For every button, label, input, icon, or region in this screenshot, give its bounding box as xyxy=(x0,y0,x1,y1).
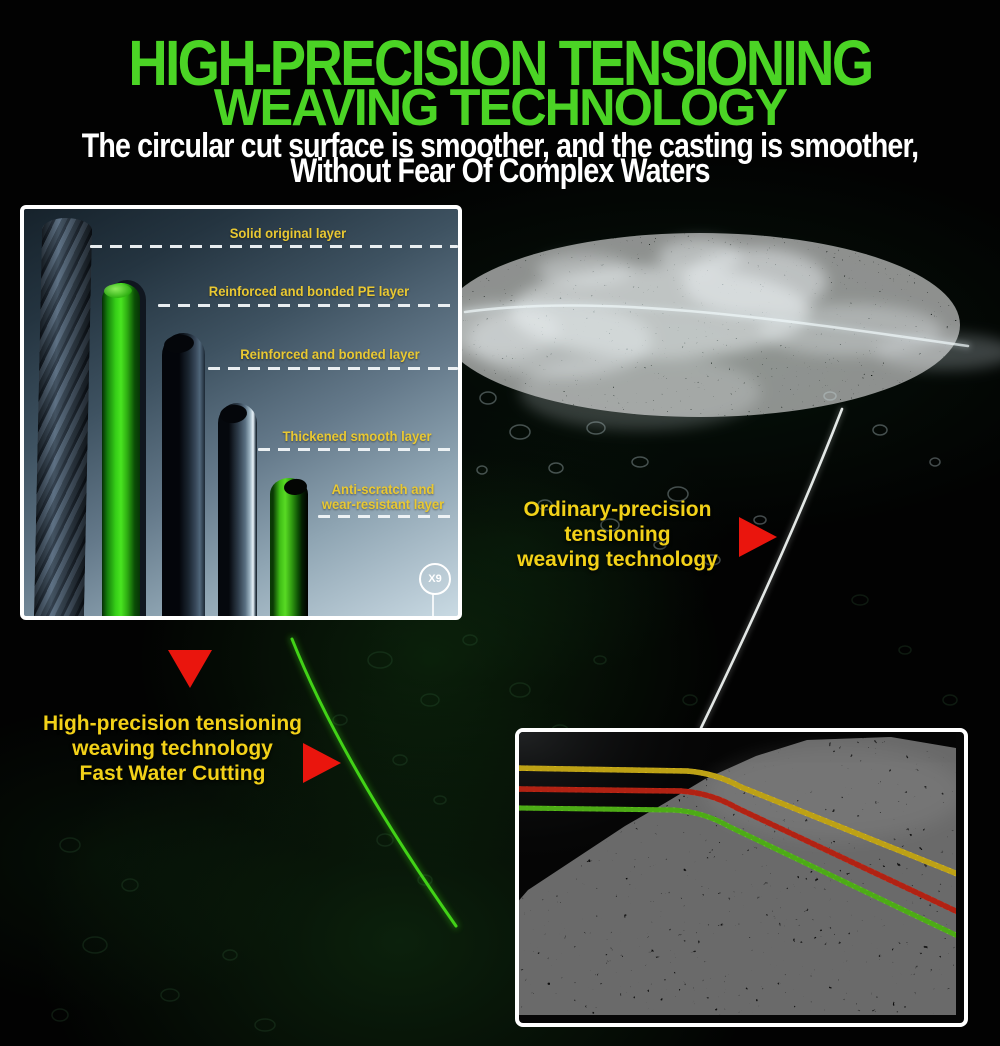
callout-high-line3: Fast Water Cutting xyxy=(79,762,266,785)
subtitle-line2: Without Fear Of Complex Waters xyxy=(290,152,710,190)
dashed-leader-line xyxy=(258,448,458,451)
x9-badge: X9 xyxy=(419,563,451,595)
arrow-right-icon xyxy=(739,517,777,557)
layer-label-solid: Solid original layer xyxy=(229,225,347,241)
smooth-layer-shell xyxy=(218,403,257,616)
subtitle-line1: The circular cut surface is smoother, an… xyxy=(81,127,919,165)
white-fishing-line xyxy=(698,406,845,731)
red-line xyxy=(519,786,956,915)
dashed-leader-line xyxy=(158,304,458,307)
line-comparison-panel xyxy=(515,728,968,1027)
rock-lines-image xyxy=(519,732,956,1015)
callout-high-line1: High-precision tensioning xyxy=(42,712,302,735)
green-line xyxy=(519,805,956,938)
callout-high-precision: High-precision tensioning weaving techno… xyxy=(40,711,305,786)
green-fishing-line xyxy=(288,635,460,930)
layer-diagram-panel: Solid original layer Reinforced and bond… xyxy=(20,205,462,620)
page-title-line1: HIGH-PRECISION TENSIONING xyxy=(128,27,874,99)
arrow-down-icon xyxy=(168,650,212,688)
underwater-bubbles xyxy=(476,391,941,566)
layer-label-anti-scratch: Anti-scratch and wear-resistant layer xyxy=(281,481,458,512)
solid-core-rope-cylinder xyxy=(33,217,93,616)
layer-label-pe: Reinforced and bonded PE layer xyxy=(208,283,410,299)
layer-label-bonded: Reinforced and bonded layer xyxy=(240,346,420,362)
yellow-line xyxy=(519,765,956,877)
dashed-leader-line xyxy=(208,367,458,370)
callout-high-line2: weaving technology xyxy=(72,737,273,760)
layer-label-anti-scratch-line1: Anti-scratch and xyxy=(331,481,435,497)
page-title-line2: WEAVING TECHNOLOGY xyxy=(213,79,788,137)
callout-ordinary-precision: Ordinary-precision tensioning weaving te… xyxy=(505,497,730,572)
layer-label-anti-scratch-line2: wear-resistant layer xyxy=(321,496,445,512)
rock-sheen xyxy=(704,744,956,840)
callout-ordinary-line1: Ordinary-precision xyxy=(523,498,712,521)
arrow-right-icon xyxy=(303,743,341,783)
callout-ordinary-line3: weaving technology xyxy=(517,548,718,571)
layer-label-smooth: Thickened smooth layer xyxy=(282,428,432,444)
dashed-leader-line xyxy=(90,245,458,248)
green-pe-cylinder xyxy=(102,283,140,616)
callout-ordinary-line2: tensioning xyxy=(564,523,671,546)
x9-badge-pointer-line xyxy=(432,593,434,616)
water-splash xyxy=(440,233,1000,430)
dashed-leader-line xyxy=(318,515,458,518)
water-surface-line xyxy=(462,302,971,349)
bonded-layer-shell xyxy=(162,333,205,616)
anti-scratch-shell xyxy=(270,478,308,616)
